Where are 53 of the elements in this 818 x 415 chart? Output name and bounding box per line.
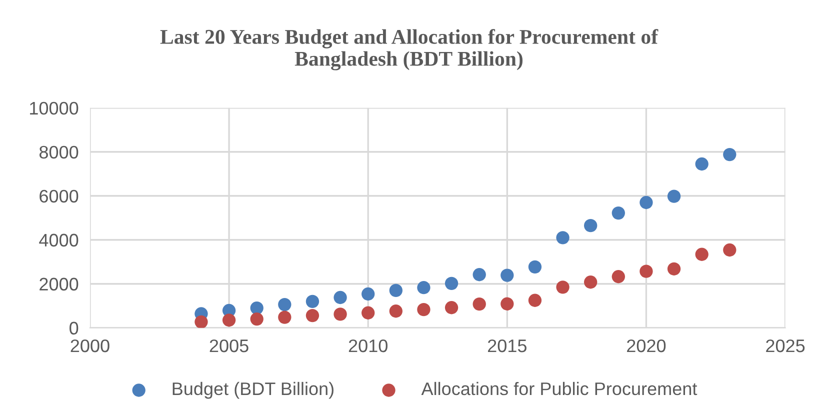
point [362, 287, 375, 301]
y-tick-label: 2000 [40, 278, 78, 291]
point [334, 290, 347, 304]
point [306, 294, 320, 308]
point [556, 280, 570, 294]
point [640, 264, 653, 278]
x-tick-label: 2025 [766, 339, 805, 352]
point [640, 196, 653, 210]
y-tick-label: 10000 [30, 102, 78, 115]
point [612, 206, 625, 220]
legend-label: Allocations for Public Procurement [421, 382, 698, 396]
point [667, 262, 681, 276]
y-tick-label: 0 [70, 322, 78, 335]
point [444, 276, 458, 290]
point [584, 276, 598, 289]
point [723, 243, 736, 257]
point [472, 298, 486, 311]
point [472, 268, 486, 282]
point [444, 301, 458, 314]
point [306, 308, 320, 322]
point [250, 301, 264, 315]
point [695, 248, 708, 261]
point [334, 308, 347, 321]
point [222, 314, 236, 327]
x-tick-label: 2000 [70, 339, 110, 352]
point [278, 310, 292, 324]
point [500, 268, 514, 282]
point [194, 315, 208, 328]
point [417, 281, 430, 294]
x-tick-label: 2010 [348, 339, 388, 352]
point [528, 260, 542, 274]
y-tick-label: 6000 [40, 190, 78, 203]
point [612, 270, 625, 284]
point [278, 298, 292, 312]
y-tick-label: 8000 [39, 146, 78, 159]
point [250, 312, 264, 326]
point [667, 190, 681, 203]
point [362, 306, 375, 320]
x-tick-label: 2015 [488, 339, 526, 352]
x-tick-label: 2005 [210, 339, 248, 352]
y-tick-label: 4000 [39, 234, 78, 247]
point [723, 148, 736, 162]
point [556, 231, 570, 244]
point [389, 284, 402, 298]
point [417, 303, 430, 316]
point [528, 294, 542, 307]
x-tick-label: 2020 [627, 339, 666, 352]
point [389, 304, 402, 318]
chart-title: Last 20 Years Budget and Allocation for Procurement of Bangladesh (BDT Billion) [160, 29, 658, 70]
legend-label: Budget (BDT Billion) [172, 382, 334, 399]
point [695, 157, 708, 171]
point [500, 297, 514, 310]
point [584, 218, 598, 232]
